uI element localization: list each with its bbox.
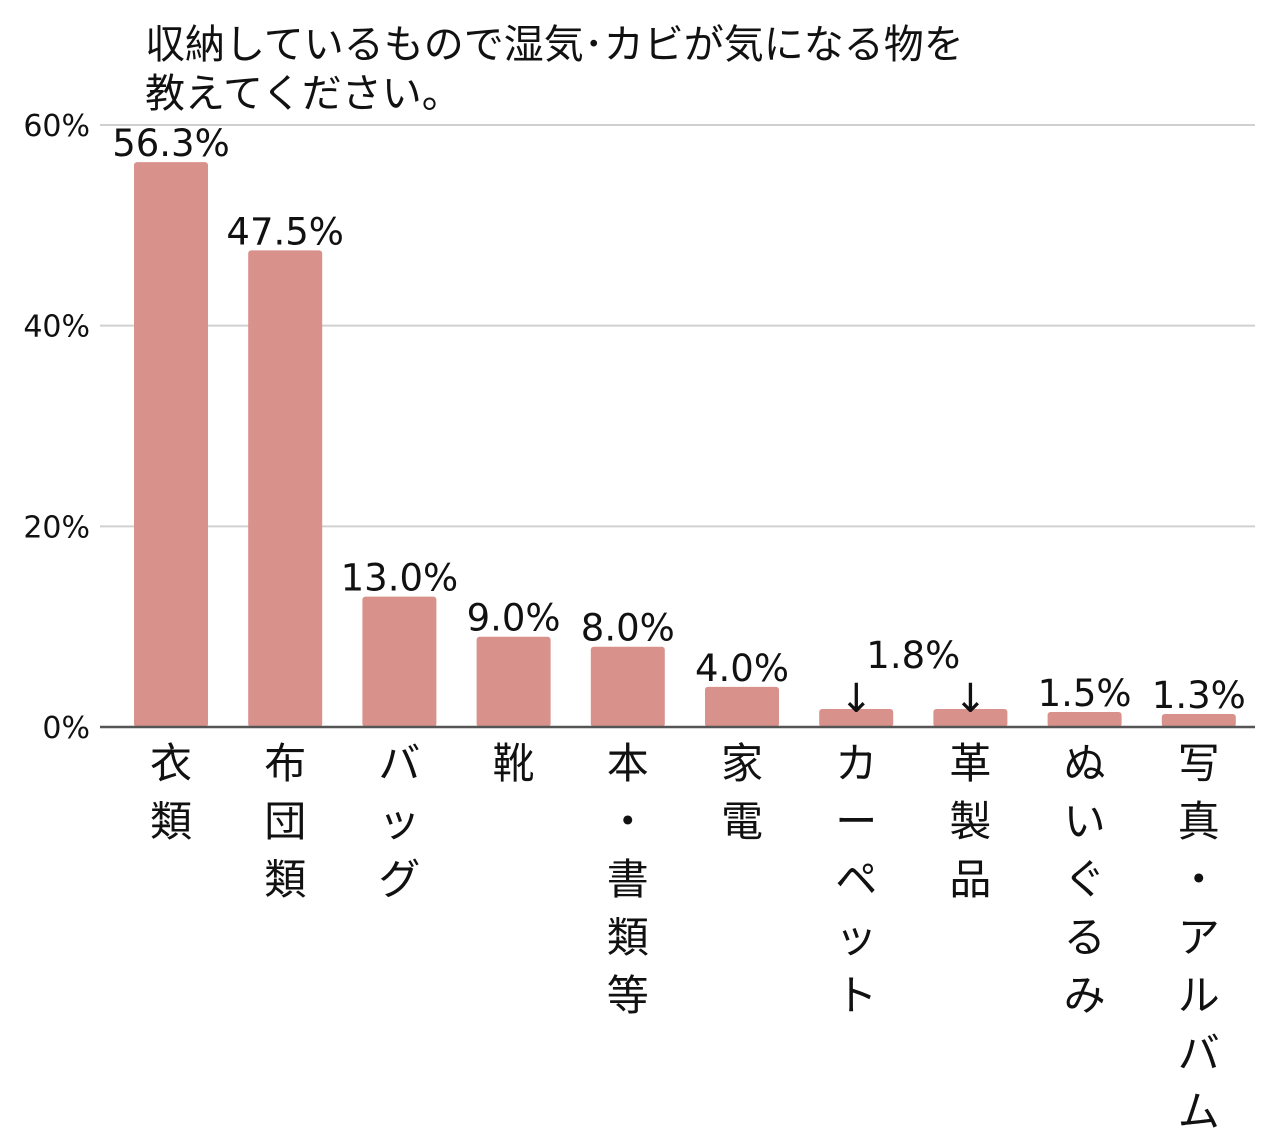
bar-6 bbox=[819, 708, 894, 727]
category-label-6: カーペット bbox=[835, 739, 877, 1020]
data-label-9: 1.3% bbox=[1152, 674, 1246, 717]
bars bbox=[100, 162, 1255, 729]
y-tick-label: 60% bbox=[23, 109, 90, 144]
category-label-1: 布団類 bbox=[264, 739, 306, 904]
data-label-4: 8.0% bbox=[581, 607, 675, 650]
category-label-4: 本・書類等 bbox=[607, 739, 649, 1020]
category-label-7: 革製品 bbox=[949, 739, 991, 904]
y-tick-label: 0% bbox=[42, 711, 90, 746]
y-axis-ticks: 0% 20% 40% 60% bbox=[23, 109, 90, 746]
data-label-1: 47.5% bbox=[226, 210, 344, 253]
data-label-2: 13.0% bbox=[341, 557, 459, 600]
down-arrow-icon: ↓ bbox=[954, 676, 988, 722]
bar-3 bbox=[476, 636, 551, 727]
bar-5 bbox=[705, 686, 779, 727]
bar-1 bbox=[248, 250, 323, 727]
bar-8 bbox=[1047, 711, 1122, 727]
data-label-8: 1.5% bbox=[1038, 672, 1132, 715]
data-labels: 56.3% 47.5% 13.0%9.0% 8.0% 4.0% 1.5% 1.3% 1.8%↓… bbox=[112, 122, 1246, 722]
category-label-3: 靴 bbox=[493, 739, 535, 788]
category-label-5: 家電 bbox=[721, 739, 763, 846]
bar-4 bbox=[590, 646, 665, 727]
chart-title-line-2: 教えてください。 bbox=[145, 71, 462, 117]
data-label-5: 4.0% bbox=[695, 647, 789, 690]
bar-0 bbox=[134, 162, 208, 727]
y-tick-label: 40% bbox=[23, 310, 90, 345]
chart-title: 収納しているもので湿気･カビが気になる物を 教えてください。 bbox=[145, 22, 964, 117]
y-tick-label: 20% bbox=[23, 510, 90, 545]
data-label-shared: 1.8% bbox=[866, 634, 960, 677]
category-label-8: ぬいぐるみ bbox=[1064, 739, 1106, 1020]
data-label-0: 56.3% bbox=[112, 122, 230, 165]
category-label-9: 写真・アルバム bbox=[1178, 739, 1220, 1136]
bar-2 bbox=[362, 596, 437, 727]
bar-9 bbox=[1161, 713, 1236, 727]
bar-7 bbox=[933, 708, 1008, 727]
down-arrow-icon: ↓ bbox=[839, 676, 873, 722]
category-label-0: 衣類 bbox=[150, 739, 192, 846]
category-labels: 衣類 布団類 バッグ 靴 本・書類等 家電 カーペット 革製品 ぬいぐるみ 写真・アルバム bbox=[150, 739, 1220, 1136]
chart-title-line-1: 収納しているもので湿気･カビが気になる物を bbox=[145, 22, 964, 68]
data-label-3: 9.0% bbox=[467, 597, 561, 640]
category-label-2: バッグ bbox=[378, 739, 420, 904]
